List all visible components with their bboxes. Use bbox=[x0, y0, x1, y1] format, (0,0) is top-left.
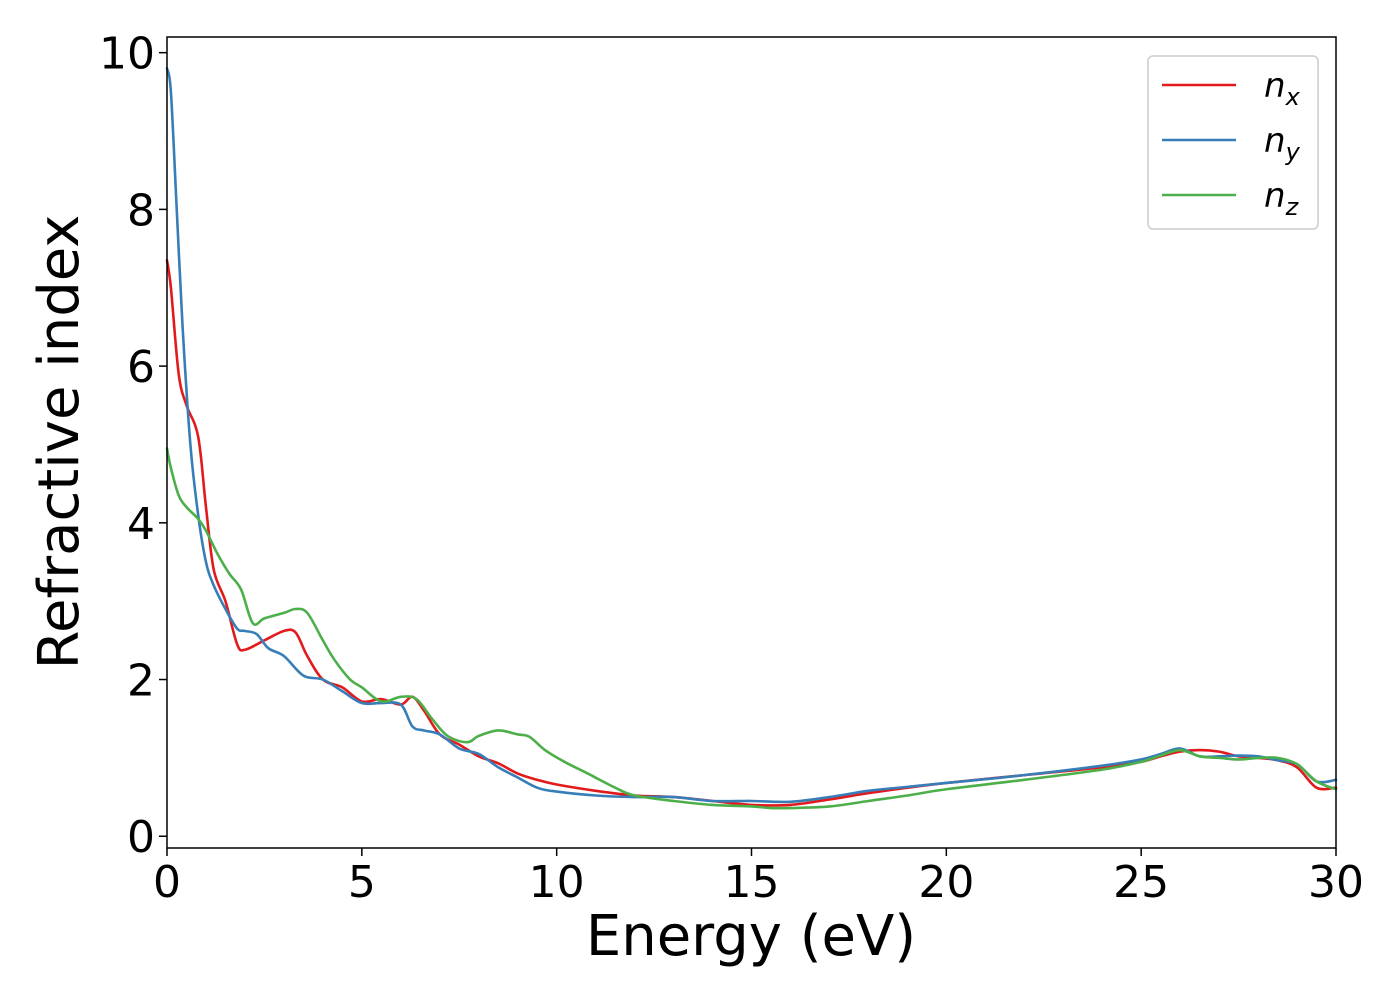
plot-frame bbox=[166, 36, 1337, 849]
legend-label-n-z: nz bbox=[1264, 176, 1300, 221]
y-tick-label: 0 bbox=[127, 812, 155, 863]
y-tick-label: 4 bbox=[127, 499, 155, 550]
series-line-n-z bbox=[165, 447, 1338, 810]
x-tick-label: 30 bbox=[1308, 857, 1364, 908]
y-axis-ticks: 0 2 4 6 8 10 bbox=[99, 29, 167, 863]
y-tick-label: 6 bbox=[127, 342, 155, 393]
x-tick-label: 5 bbox=[348, 857, 376, 908]
y-tick-label: 10 bbox=[99, 29, 155, 80]
plot-area bbox=[167, 37, 1336, 848]
legend: nx ny nz bbox=[1147, 55, 1319, 230]
x-axis-title: Energy (eV) bbox=[586, 904, 916, 969]
x-tick-label: 15 bbox=[724, 857, 780, 908]
y-axis-title: Refractive index bbox=[27, 215, 92, 670]
series-line-n-y bbox=[165, 67, 1338, 804]
x-axis-ticks: 0 5 10 15 20 25 30 bbox=[153, 848, 1364, 908]
x-tick-label: 20 bbox=[918, 857, 974, 908]
y-tick-label: 8 bbox=[127, 185, 155, 236]
x-tick-label: 25 bbox=[1113, 857, 1169, 908]
x-tick-label: 10 bbox=[529, 857, 585, 908]
series-line-n-x bbox=[165, 259, 1338, 807]
series-layer bbox=[165, 67, 1338, 810]
legend-label-n-y: ny bbox=[1264, 121, 1301, 166]
y-tick-label: 2 bbox=[127, 656, 155, 707]
x-tick-label: 0 bbox=[153, 857, 181, 908]
legend-frame bbox=[1147, 55, 1319, 230]
legend-label-n-x: nx bbox=[1264, 66, 1301, 111]
legend-items: nx ny nz bbox=[1162, 66, 1301, 221]
